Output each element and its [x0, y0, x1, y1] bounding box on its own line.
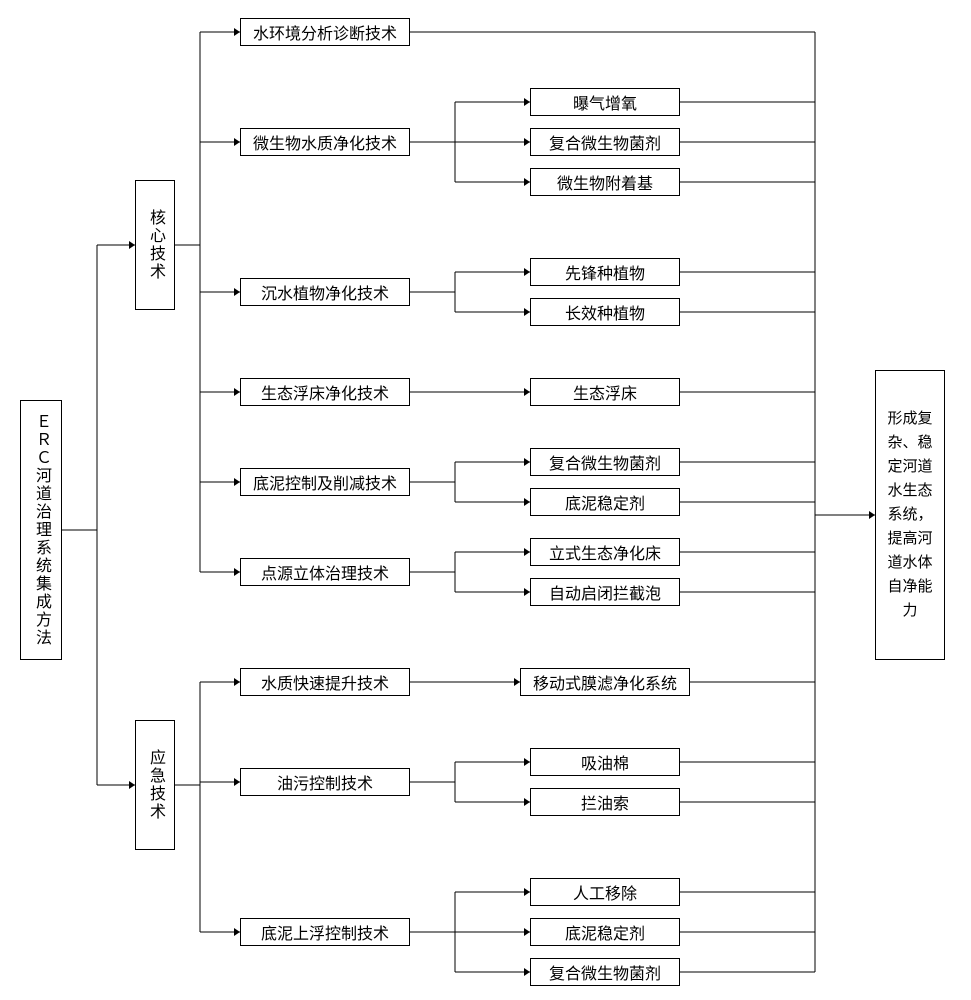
leaf-0-4-1-label: 底泥稳定剂 — [555, 486, 655, 518]
tech-1-0-label: 水质快速提升技术 — [251, 666, 399, 698]
tech-0-1: 微生物水质净化技术 — [240, 128, 410, 156]
leaf-1-1-0: 吸油棉 — [530, 748, 680, 776]
tech-0-2: 沉水植物净化技术 — [240, 278, 410, 306]
output-node-label: 形成复杂、稳定河道水生态系统，提高河道水体自净能力 — [876, 397, 944, 633]
leaf-0-2-1: 长效种植物 — [530, 298, 680, 326]
tech-0-1-label: 微生物水质净化技术 — [243, 126, 407, 158]
leaf-0-1-0-label: 曝气增氧 — [563, 86, 647, 118]
tech-0-2-label: 沉水植物净化技术 — [251, 276, 399, 308]
leaf-0-5-0: 立式生态净化床 — [530, 538, 680, 566]
leaf-0-2-0-label: 先锋种植物 — [555, 256, 655, 288]
leaf-0-4-0: 复合微生物菌剂 — [530, 448, 680, 476]
leaf-1-1-1-label: 拦油索 — [571, 786, 639, 818]
tech-0-5-label: 点源立体治理技术 — [251, 556, 399, 588]
leaf-1-2-1-label: 底泥稳定剂 — [555, 916, 655, 948]
tech-0-5: 点源立体治理技术 — [240, 558, 410, 586]
leaf-0-4-1: 底泥稳定剂 — [530, 488, 680, 516]
leaf-1-1-0-label: 吸油棉 — [571, 746, 639, 778]
root-node-label: ＥＲＣ河道治理系统集成方法 — [25, 405, 57, 655]
tech-0-0: 水环境分析诊断技术 — [240, 18, 410, 46]
tech-1-1: 油污控制技术 — [240, 768, 410, 796]
leaf-0-5-0-label: 立式生态净化床 — [539, 536, 671, 568]
leaf-1-0-0: 移动式膜滤净化系统 — [520, 668, 690, 696]
leaf-0-5-1-label: 自动启闭拦截泡 — [539, 576, 671, 608]
tech-1-2-label: 底泥上浮控制技术 — [251, 916, 399, 948]
branch-0: 核心技术 — [135, 180, 175, 310]
leaf-1-2-0: 人工移除 — [530, 878, 680, 906]
leaf-1-0-0-label: 移动式膜滤净化系统 — [523, 666, 687, 698]
leaf-1-2-2-label: 复合微生物菌剂 — [539, 956, 671, 988]
tech-0-4-label: 底泥控制及削减技术 — [243, 466, 407, 498]
leaf-0-3-0: 生态浮床 — [530, 378, 680, 406]
leaf-0-1-2-label: 微生物附着基 — [547, 166, 663, 198]
tech-0-3: 生态浮床净化技术 — [240, 378, 410, 406]
output-node: 形成复杂、稳定河道水生态系统，提高河道水体自净能力 — [875, 370, 945, 660]
leaf-0-2-1-label: 长效种植物 — [555, 296, 655, 328]
leaf-0-1-0: 曝气增氧 — [530, 88, 680, 116]
branch-1-label: 应急技术 — [139, 741, 171, 829]
branch-1: 应急技术 — [135, 720, 175, 850]
tech-0-0-label: 水环境分析诊断技术 — [243, 16, 407, 48]
leaf-0-2-0: 先锋种植物 — [530, 258, 680, 286]
tech-0-3-label: 生态浮床净化技术 — [251, 376, 399, 408]
branch-0-label: 核心技术 — [139, 201, 171, 289]
leaf-0-1-2: 微生物附着基 — [530, 168, 680, 196]
leaf-0-1-1-label: 复合微生物菌剂 — [539, 126, 671, 158]
leaf-0-1-1: 复合微生物菌剂 — [530, 128, 680, 156]
leaf-1-2-2: 复合微生物菌剂 — [530, 958, 680, 986]
leaf-0-4-0-label: 复合微生物菌剂 — [539, 446, 671, 478]
tech-1-0: 水质快速提升技术 — [240, 668, 410, 696]
tech-0-4: 底泥控制及削减技术 — [240, 468, 410, 496]
leaf-0-5-1: 自动启闭拦截泡 — [530, 578, 680, 606]
leaf-1-2-0-label: 人工移除 — [563, 876, 647, 908]
tech-1-2: 底泥上浮控制技术 — [240, 918, 410, 946]
tech-1-1-label: 油污控制技术 — [267, 766, 383, 798]
leaf-1-1-1: 拦油索 — [530, 788, 680, 816]
root-node: ＥＲＣ河道治理系统集成方法 — [20, 400, 62, 660]
leaf-0-3-0-label: 生态浮床 — [563, 376, 647, 408]
leaf-1-2-1: 底泥稳定剂 — [530, 918, 680, 946]
